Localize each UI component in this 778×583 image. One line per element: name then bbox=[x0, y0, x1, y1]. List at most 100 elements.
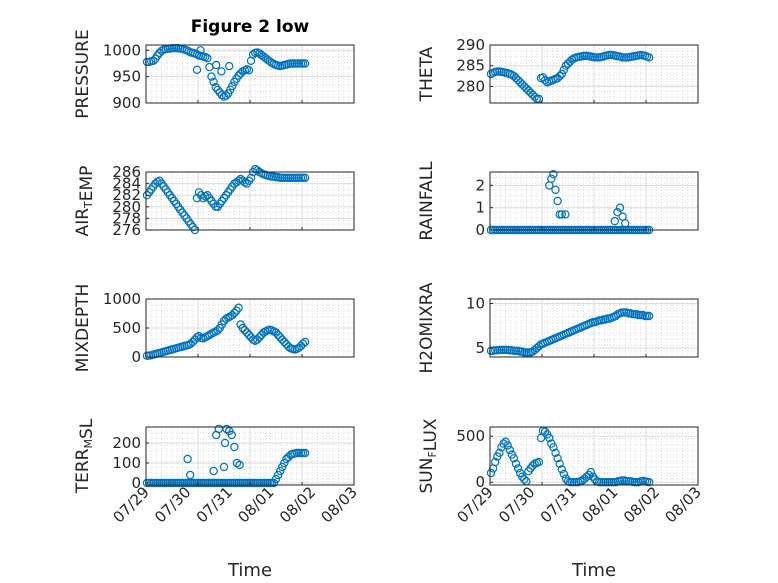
data-point bbox=[238, 176, 247, 185]
data-point bbox=[220, 438, 230, 448]
y-tick-label: 100 bbox=[112, 454, 141, 472]
y-axis-label: PRESSURE bbox=[73, 29, 93, 118]
data-point bbox=[503, 441, 512, 450]
y-axis-label: SUNFLUX bbox=[417, 418, 441, 493]
y-tick-label: 200 bbox=[112, 434, 141, 452]
data-point bbox=[551, 185, 560, 194]
y-tick-label: 950 bbox=[112, 68, 141, 86]
subplot-1: 900 950 1000 PRESSURE Figure 2 low bbox=[73, 17, 355, 119]
series-points bbox=[142, 44, 310, 101]
y-axis-label: THETA bbox=[417, 46, 437, 102]
data-point bbox=[499, 439, 508, 448]
data-point bbox=[278, 335, 287, 344]
data-point bbox=[513, 464, 523, 473]
data-point bbox=[244, 66, 254, 75]
series-points bbox=[142, 424, 310, 488]
y-tick-label: 280 bbox=[456, 77, 485, 95]
data-point bbox=[610, 216, 620, 226]
data-point bbox=[644, 311, 654, 321]
chart-title: Figure 2 low bbox=[191, 17, 310, 37]
data-point bbox=[255, 333, 264, 342]
data-point bbox=[222, 424, 231, 434]
data-point bbox=[534, 457, 544, 467]
y-tick-label: 282 bbox=[112, 186, 141, 204]
y-axis-label: AIRTEMP bbox=[73, 166, 97, 237]
data-point bbox=[253, 335, 262, 344]
data-point bbox=[557, 465, 567, 474]
data-point bbox=[185, 470, 195, 480]
subplot-5: 0 500 1000 MIXDEPTH bbox=[73, 284, 355, 372]
data-point bbox=[213, 326, 222, 335]
data-point bbox=[273, 470, 283, 480]
data-point bbox=[228, 311, 237, 320]
y-tick-label: 276 bbox=[112, 221, 141, 239]
y-tick-label: 286 bbox=[112, 163, 141, 181]
subplot-6: 5 10 H2OMIXRA bbox=[417, 282, 699, 374]
y-tick-label: 5 bbox=[475, 339, 485, 357]
data-point bbox=[271, 474, 281, 484]
data-point bbox=[553, 454, 562, 463]
y-tick-label: 285 bbox=[456, 57, 485, 75]
data-point bbox=[244, 330, 254, 340]
data-point bbox=[248, 50, 258, 59]
data-point bbox=[486, 468, 496, 478]
y-tick-label: 0 bbox=[131, 348, 141, 366]
data-point bbox=[528, 90, 537, 99]
data-point bbox=[271, 328, 281, 337]
data-point bbox=[300, 173, 310, 182]
data-point bbox=[300, 448, 310, 458]
data-point bbox=[192, 65, 202, 75]
data-point bbox=[615, 203, 625, 212]
data-point bbox=[194, 331, 204, 341]
data-point bbox=[557, 69, 567, 79]
y-tick-label: 284 bbox=[112, 175, 141, 193]
data-point bbox=[223, 313, 233, 322]
y-tick-label: 290 bbox=[456, 36, 485, 54]
data-point bbox=[547, 174, 556, 183]
data-point bbox=[217, 67, 226, 76]
y-tick-label: 1 bbox=[475, 199, 485, 217]
data-point bbox=[551, 448, 560, 457]
data-point bbox=[232, 458, 242, 468]
data-point bbox=[230, 308, 239, 318]
data-point bbox=[505, 445, 514, 455]
y-tick-label: 0 bbox=[475, 221, 485, 239]
y-tick-label: 500 bbox=[456, 427, 485, 445]
data-point bbox=[219, 462, 229, 472]
data-point bbox=[520, 475, 529, 484]
subplot-4: 0 1 2 RAINFALL bbox=[417, 161, 699, 241]
subplot-2: 280 285 290 THETA bbox=[417, 36, 699, 104]
data-point bbox=[561, 210, 570, 219]
data-point bbox=[192, 333, 202, 342]
data-point bbox=[238, 323, 247, 333]
data-point bbox=[227, 430, 236, 440]
data-point bbox=[242, 328, 252, 337]
y-tick-label: 280 bbox=[112, 198, 141, 216]
data-point bbox=[198, 193, 208, 203]
data-point bbox=[209, 77, 218, 87]
data-point bbox=[240, 326, 249, 335]
data-point bbox=[221, 91, 231, 100]
data-point bbox=[644, 53, 654, 62]
y-tick-label: 900 bbox=[112, 94, 141, 112]
data-point bbox=[298, 339, 308, 348]
data-point bbox=[207, 72, 216, 81]
data-point bbox=[621, 219, 630, 228]
data-point bbox=[196, 46, 205, 55]
data-point bbox=[559, 65, 569, 75]
data-point bbox=[234, 303, 243, 312]
x-axis-label: Time bbox=[227, 560, 272, 581]
data-point bbox=[509, 454, 519, 463]
series-points bbox=[486, 308, 654, 357]
data-point bbox=[545, 433, 554, 443]
y-axis-label: TERRMSL bbox=[73, 418, 97, 494]
data-point bbox=[553, 196, 562, 206]
data-point bbox=[582, 472, 591, 481]
y-tick-label: 0 bbox=[131, 474, 141, 492]
y-tick-label: 0 bbox=[475, 473, 485, 491]
data-point bbox=[511, 73, 521, 83]
data-point bbox=[555, 459, 564, 468]
y-tick-label: 1000 bbox=[103, 290, 141, 308]
data-point bbox=[188, 337, 197, 347]
